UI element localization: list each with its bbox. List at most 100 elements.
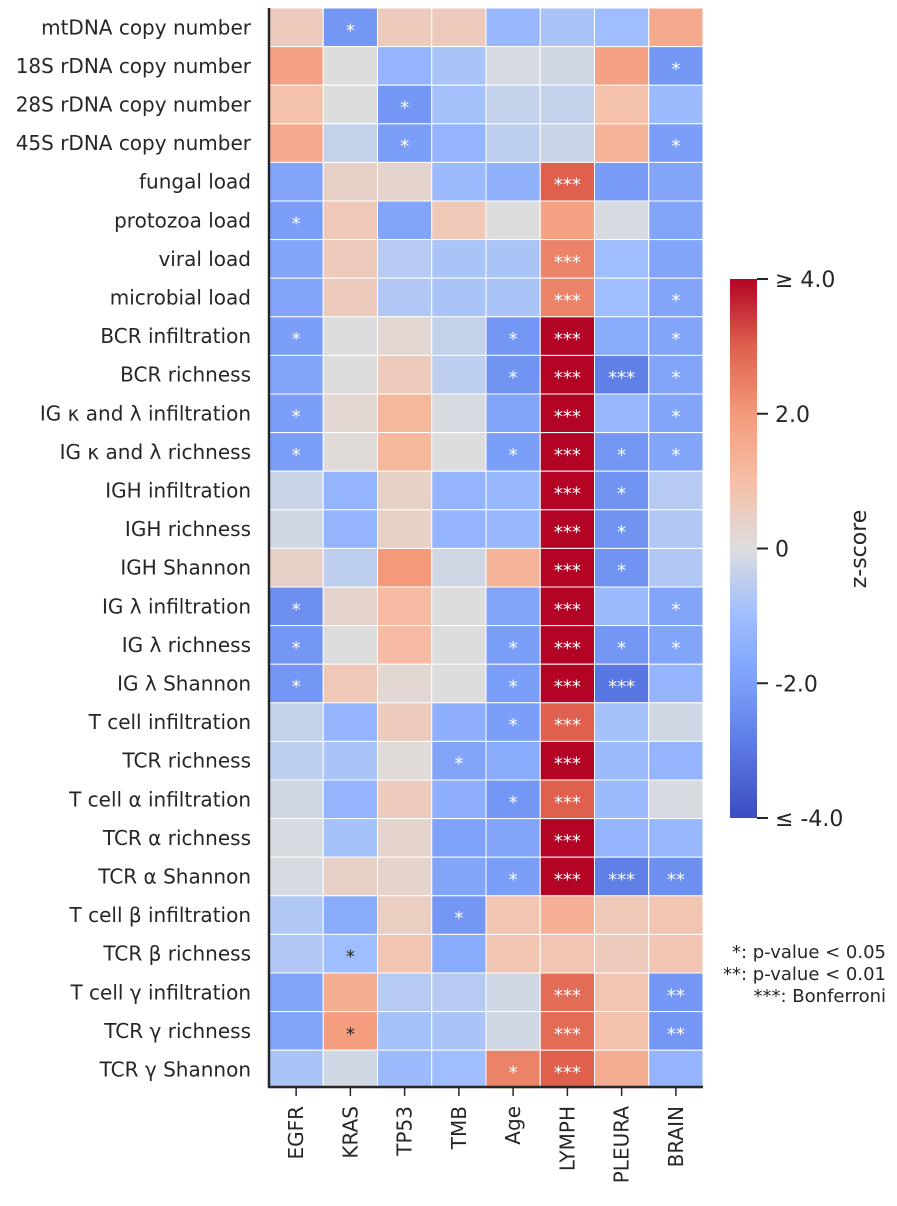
significance-marker: *: [671, 638, 680, 659]
heatmap-cell: [594, 470, 650, 511]
heatmap-cell: [431, 1011, 487, 1051]
significance-marker: ***: [554, 870, 581, 891]
column-label: PLEURA: [610, 1106, 634, 1184]
heatmap-cell: [268, 1011, 324, 1051]
heatmap-cell: [268, 84, 324, 125]
heatmap-cell: [322, 277, 378, 318]
heatmap-cell: [268, 161, 324, 202]
heatmap-cell: [648, 547, 704, 588]
heatmap-cell: [431, 895, 487, 935]
significance-marker: ***: [608, 677, 635, 698]
heatmap-cell: [648, 7, 704, 48]
significance-marker: *: [454, 908, 463, 929]
heatmap-cell: [322, 818, 378, 858]
heatmap-cell: [431, 123, 487, 163]
heatmap-cell: [485, 46, 541, 86]
significance-marker: **: [667, 985, 685, 1006]
heatmap-cell: [594, 779, 650, 820]
heatmap-cell: [485, 586, 541, 627]
heatmap-cell: [322, 316, 378, 356]
heatmap-cell: [431, 740, 487, 781]
column-label: LYMPH: [555, 1106, 579, 1171]
heatmap-cell: [268, 972, 324, 1013]
significance-marker: ***: [554, 985, 581, 1006]
row-label: microbial load: [110, 286, 251, 310]
heatmap-cell: [377, 856, 433, 897]
heatmap-cell: [539, 740, 595, 781]
heatmap-cell: [377, 1011, 433, 1051]
row-label: IGH Shannon: [120, 556, 251, 580]
heatmap-cell: [377, 509, 433, 549]
heatmap-cell: [539, 239, 595, 279]
heatmap-cell: [431, 702, 487, 742]
heatmap-cell: [539, 702, 595, 742]
heatmap-cell: [485, 277, 541, 318]
heatmap-cell: [322, 779, 378, 820]
heatmap-cell: [648, 200, 704, 241]
heatmap-cell: [485, 123, 541, 163]
heatmap-cell: [539, 46, 595, 86]
heatmap-cell: [648, 432, 704, 472]
significance-marker: ***: [608, 870, 635, 891]
heatmap-cell: [594, 46, 650, 86]
heatmap-cell: [431, 277, 487, 318]
significance-marker: *: [617, 561, 626, 582]
row-label: T cell α infiltration: [68, 787, 251, 811]
significance-marker: ***: [554, 252, 581, 273]
colorbar-tick-label: ≤ -4.0: [775, 807, 843, 832]
heatmap-cell: [648, 895, 704, 935]
heatmap-cell: [539, 895, 595, 935]
significance-marker: ***: [554, 368, 581, 389]
heatmap-cell: [268, 740, 324, 781]
heatmap-cell: [594, 277, 650, 318]
heatmap-cell: [377, 663, 433, 704]
significance-marker: ***: [554, 754, 581, 775]
heatmap-cell: [485, 933, 541, 974]
row-label: T cell infiltration: [88, 710, 251, 734]
significance-marker: ***: [554, 484, 581, 505]
heatmap-cell: [322, 547, 378, 588]
heatmap-cell: [648, 856, 704, 897]
heatmap-cell: [377, 277, 433, 318]
heatmap-cell: [648, 470, 704, 511]
heatmap-cell: [431, 818, 487, 858]
heatmap-cell: [648, 509, 704, 549]
row-label: 45S rDNA copy number: [16, 131, 252, 155]
colorbar-tick-label: ≥ 4.0: [775, 268, 835, 293]
significance-marker: ***: [554, 677, 581, 698]
heatmap-cell: [539, 1049, 595, 1090]
colorbar-gradient: [730, 279, 757, 818]
column-label: BRAIN: [664, 1106, 688, 1167]
significance-marker: *: [509, 715, 518, 736]
heatmap-cell: [485, 1011, 541, 1051]
heatmap-cell: [377, 818, 433, 858]
heatmap-cell: [322, 432, 378, 472]
heatmap-cell: [594, 933, 650, 974]
heatmap-cell: [322, 200, 378, 241]
heatmap-cell: [377, 239, 433, 279]
heatmap-cell: [648, 779, 704, 820]
heatmap-cell: [485, 393, 541, 434]
heatmap-cell: [431, 547, 487, 588]
heatmap-cell: [322, 84, 378, 125]
significance-marker: *: [346, 20, 355, 41]
heatmap-cell: [377, 895, 433, 935]
significance-marker: *: [292, 406, 301, 427]
heatmap-cell: [594, 1011, 650, 1051]
row-labels: mtDNA copy number 18S rDNA copy number 28S…: [16, 15, 252, 1081]
heatmap-cell: [268, 123, 324, 163]
significance-marker: *: [292, 599, 301, 620]
heatmap-cell: [594, 123, 650, 163]
heatmap-cell: [431, 46, 487, 86]
heatmap-cell: [322, 509, 378, 549]
heatmap-cell: [377, 625, 433, 665]
significance-marker: ***: [554, 599, 581, 620]
significance-marker: ***: [608, 368, 635, 389]
column-label: TMB: [447, 1106, 471, 1150]
heatmap-cell: [268, 818, 324, 858]
heatmap-cell: [594, 972, 650, 1013]
heatmap-cell: [485, 161, 541, 202]
heatmap-cell: [431, 354, 487, 395]
heatmap-cell: [322, 393, 378, 434]
